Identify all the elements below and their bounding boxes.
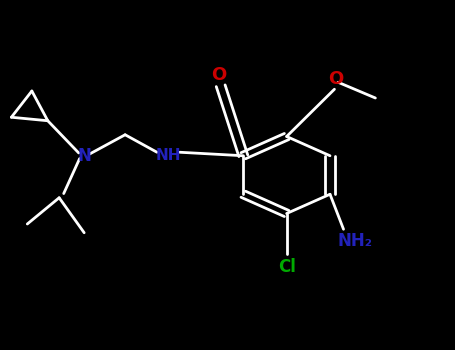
Text: Cl: Cl (278, 258, 296, 276)
Text: NH: NH (156, 148, 181, 163)
Text: O: O (328, 70, 344, 88)
Text: O: O (211, 65, 226, 84)
Text: NH₂: NH₂ (338, 232, 372, 251)
Text: N: N (77, 147, 91, 165)
